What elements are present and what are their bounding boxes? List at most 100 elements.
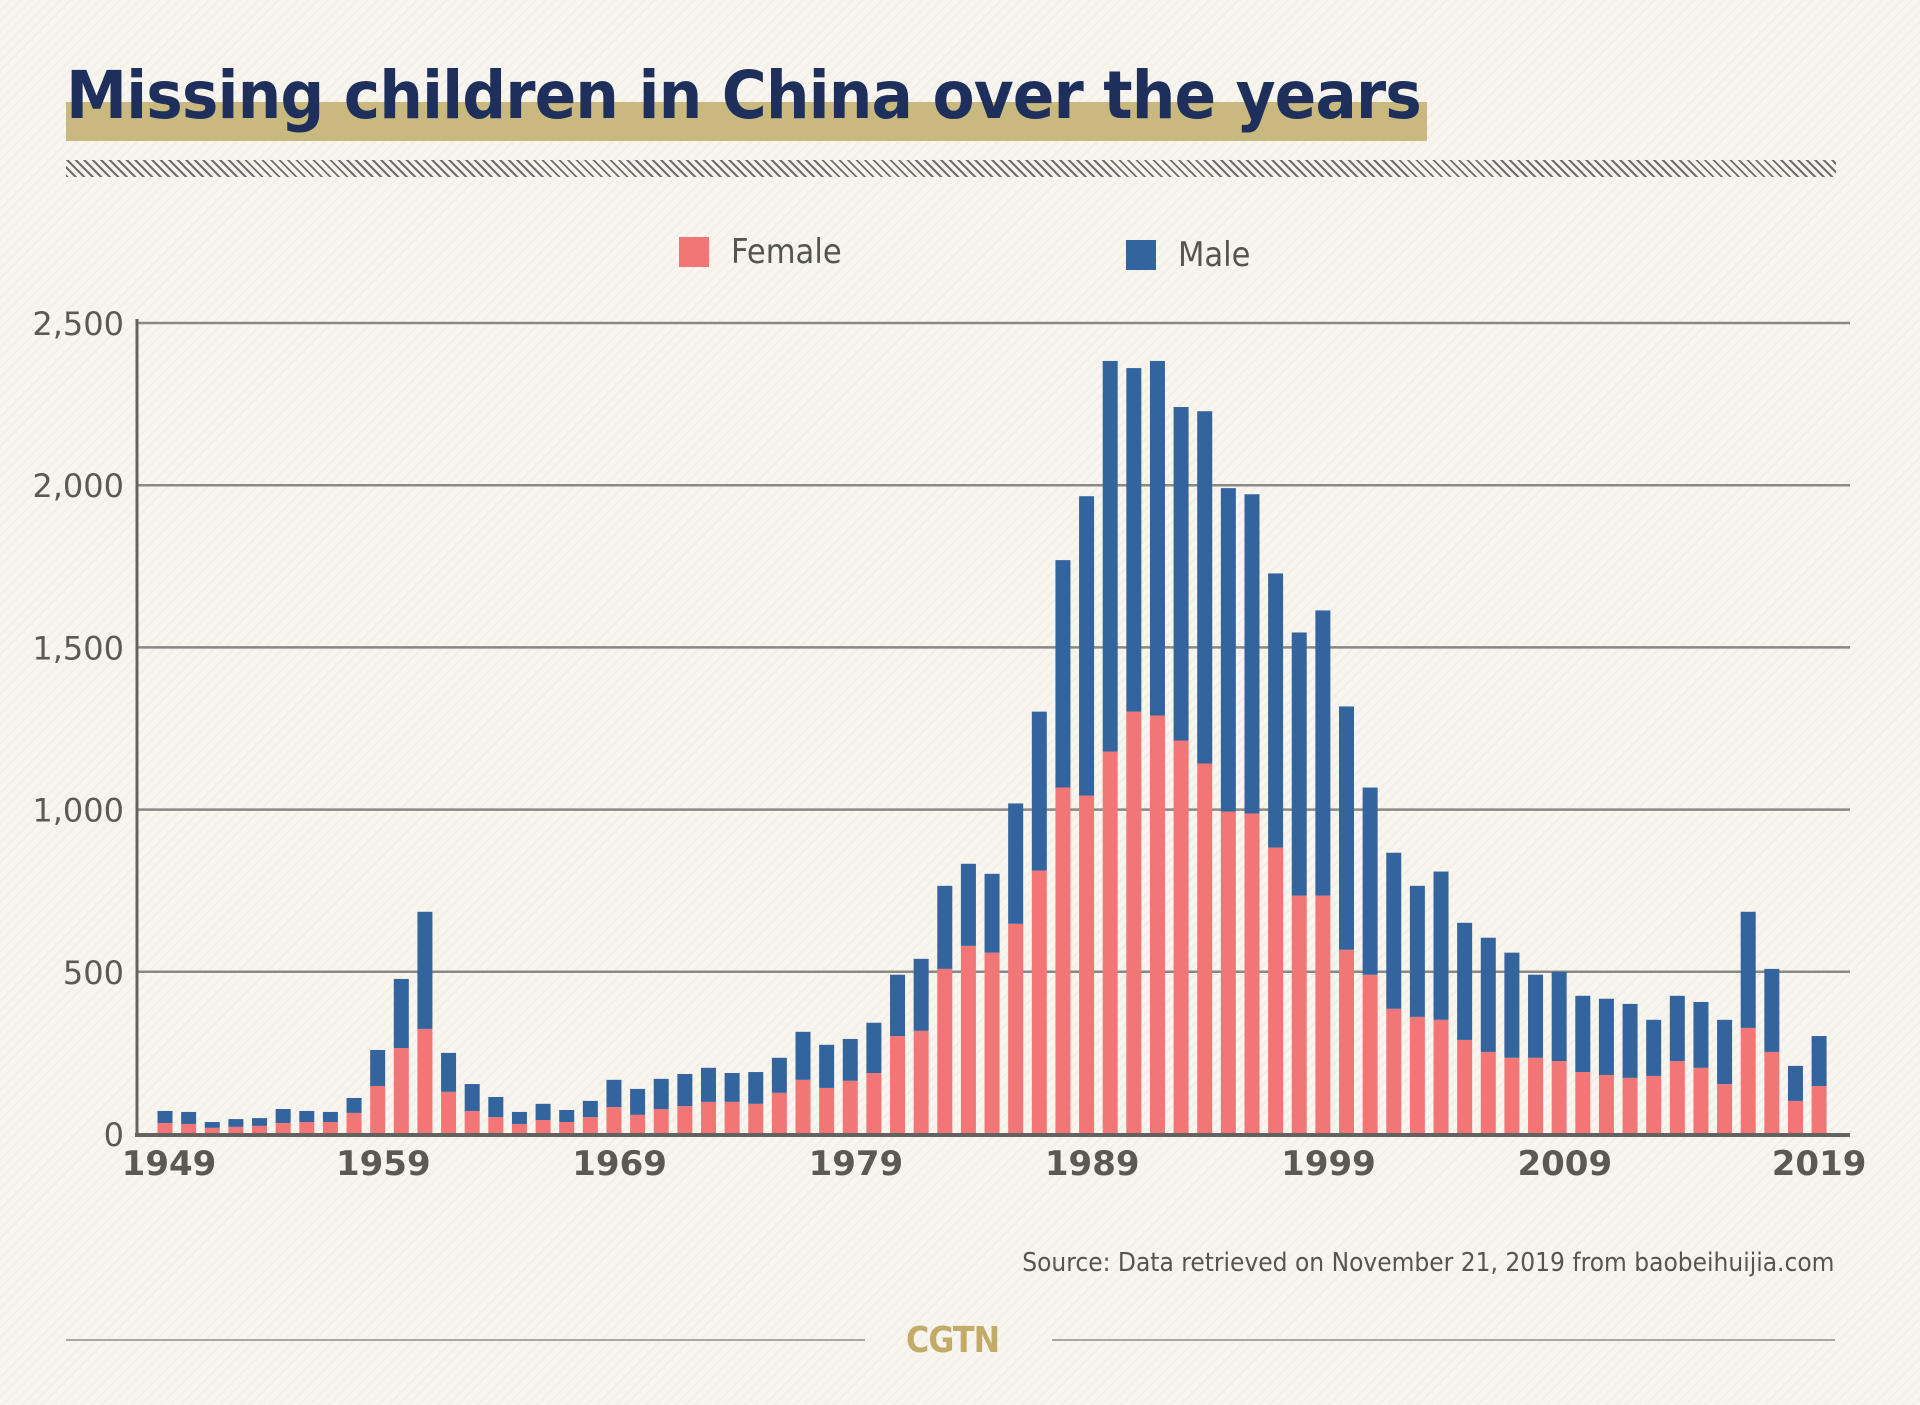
bar-female-1996: [1268, 847, 1284, 1134]
bar-male-1987: [1055, 560, 1071, 788]
bar-female-1977: [819, 1087, 835, 1134]
legend-item-female: Female: [679, 232, 854, 272]
bar-female-1952: [228, 1126, 244, 1134]
bar-male-2000: [1362, 787, 1378, 975]
y-tick-label: 2,000: [32, 467, 124, 505]
footer-line-right: [1052, 1339, 1835, 1341]
bar-male-1968: [606, 1079, 622, 1108]
bar-male-2005: [1480, 937, 1496, 1052]
bar-female-1957: [346, 1112, 362, 1134]
bar-male-1996: [1268, 573, 1284, 848]
bar-female-1982: [937, 968, 953, 1134]
bar-female-1992: [1173, 740, 1189, 1134]
bar-male-1991: [1149, 360, 1165, 716]
bar-male-1973: [724, 1073, 740, 1102]
bar-male-1977: [819, 1044, 835, 1088]
bar-male-1949: [157, 1110, 173, 1123]
bar-female-1995: [1244, 813, 1260, 1134]
bar-male-1982: [937, 885, 953, 969]
bar-female-1986: [1031, 870, 1047, 1134]
bar-male-1960: [417, 911, 433, 1029]
y-tick-label: 0: [104, 1116, 124, 1154]
bar-male-1962: [464, 1084, 480, 1111]
bar-male-1992: [1173, 407, 1189, 741]
x-tick-label: 1979: [809, 1144, 904, 1184]
bar-male-2014: [1693, 1001, 1709, 1068]
bar-male-1979: [866, 1022, 882, 1074]
bar-male-2009: [1575, 995, 1591, 1073]
bar-female-1968: [606, 1107, 622, 1134]
bar-male-2018: [1787, 1065, 1803, 1101]
bar-female-2007: [1528, 1057, 1544, 1134]
bar-female-2002: [1409, 1016, 1425, 1134]
bar-male-1961: [441, 1052, 457, 1092]
bar-male-1965: [535, 1103, 551, 1121]
source-note: Source: Data retrieved on November 21, 2…: [1021, 1248, 1834, 1278]
bar-female-1985: [1008, 923, 1024, 1134]
bar-female-2001: [1386, 1008, 1402, 1134]
x-tick-label: 1959: [336, 1144, 431, 1184]
chart-title: Missing children in China over the years: [66, 57, 1422, 134]
bar-male-2017: [1764, 968, 1780, 1052]
bar-male-1954: [275, 1109, 291, 1123]
bar-male-1981: [913, 958, 929, 1031]
bar-female-2003: [1433, 1019, 1449, 1134]
bar-male-2003: [1433, 871, 1449, 1020]
bar-male-1978: [842, 1038, 858, 1081]
bar-male-2019: [1811, 1036, 1827, 1086]
bar-female-1970: [653, 1109, 669, 1134]
bar-female-1975: [771, 1092, 787, 1134]
bar-male-1980: [890, 974, 906, 1037]
bar-female-1979: [866, 1073, 882, 1134]
bar-female-1969: [630, 1114, 646, 1134]
bar-female-1963: [488, 1117, 504, 1134]
bar-male-2011: [1622, 1003, 1638, 1078]
bar-male-1984: [984, 873, 1000, 953]
bar-female-2009: [1575, 1072, 1591, 1134]
bar-male-1953: [252, 1118, 268, 1126]
bar-male-1955: [299, 1110, 315, 1122]
legend-swatch-female: [679, 237, 709, 267]
bar-female-2015: [1717, 1084, 1733, 1134]
bar-male-1985: [1008, 803, 1024, 924]
bar-female-1984: [984, 952, 1000, 1134]
bar-female-1958: [370, 1085, 386, 1134]
bar-female-2004: [1457, 1039, 1473, 1134]
bar-female-2017: [1764, 1051, 1780, 1134]
bar-male-2008: [1551, 971, 1567, 1062]
bar-female-1971: [677, 1106, 693, 1134]
hatched-divider: [66, 160, 1836, 177]
bar-male-1989: [1102, 360, 1118, 752]
bar-male-1993: [1197, 411, 1213, 764]
bar-male-1997: [1291, 632, 1307, 896]
x-tick-label: 1949: [122, 1144, 217, 1184]
bar-female-1964: [511, 1123, 527, 1134]
bar-male-1976: [795, 1031, 811, 1080]
bar-male-1956: [322, 1111, 338, 1122]
bar-male-1964: [511, 1111, 527, 1124]
bar-female-1990: [1126, 711, 1142, 1134]
bar-female-1950: [181, 1123, 197, 1134]
bar-female-1974: [748, 1103, 764, 1134]
bar-female-2019: [1811, 1085, 1827, 1134]
bar-male-2002: [1409, 885, 1425, 1017]
bar-male-2013: [1669, 995, 1685, 1062]
legend-label-female: Female: [731, 232, 842, 272]
bar-female-1993: [1197, 763, 1213, 1134]
legend-item-male: Male: [1126, 235, 1259, 275]
bar-male-1951: [204, 1121, 220, 1128]
bar-female-1961: [441, 1091, 457, 1134]
bar-male-1963: [488, 1097, 504, 1118]
bar-male-1988: [1079, 496, 1095, 796]
bar-female-2000: [1362, 974, 1378, 1134]
bar-female-1994: [1220, 811, 1236, 1134]
x-tick-label: 2019: [1772, 1144, 1867, 1184]
bar-male-1967: [582, 1100, 598, 1118]
bar-female-1991: [1149, 715, 1165, 1134]
bar-female-1951: [204, 1127, 220, 1134]
bar-male-2012: [1646, 1019, 1662, 1076]
bar-male-1986: [1031, 711, 1047, 871]
bar-male-1950: [181, 1111, 197, 1124]
bar-male-1957: [346, 1097, 362, 1113]
y-tick-label: 2,500: [32, 305, 124, 343]
